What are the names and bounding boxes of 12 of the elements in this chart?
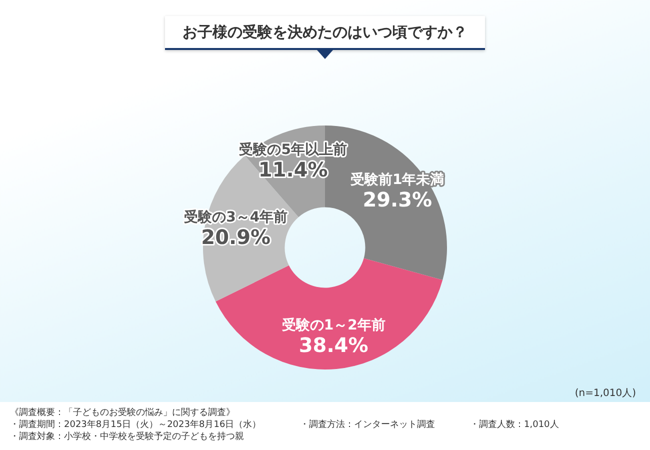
data-label: 29.3% — [362, 188, 432, 212]
slice-label: 受験の1～2年前 — [280, 318, 386, 334]
text: ・調査期間：2023年8月15日（火）～2023年8月16日（水） — [10, 418, 262, 431]
text: (n=1,010人) — [574, 387, 636, 400]
chart-title: お子様の受験を決めたのはいつ頃ですか？ — [165, 16, 485, 50]
data-label: 38.4% — [298, 333, 368, 358]
slice-label: 受験の3～4年前 — [183, 209, 288, 226]
text: ・調査方法：インターネット調査 — [300, 418, 435, 431]
data-label: 11.4% — [258, 158, 328, 182]
text: ・調査対象：小学校・中学校を受験予定の子どもを持つ親 — [10, 430, 244, 443]
text: ・調査人数：1,010人 — [470, 418, 559, 431]
text: 《調査概要：「子どものお受験の悩み」に関する調査》 — [10, 406, 235, 419]
